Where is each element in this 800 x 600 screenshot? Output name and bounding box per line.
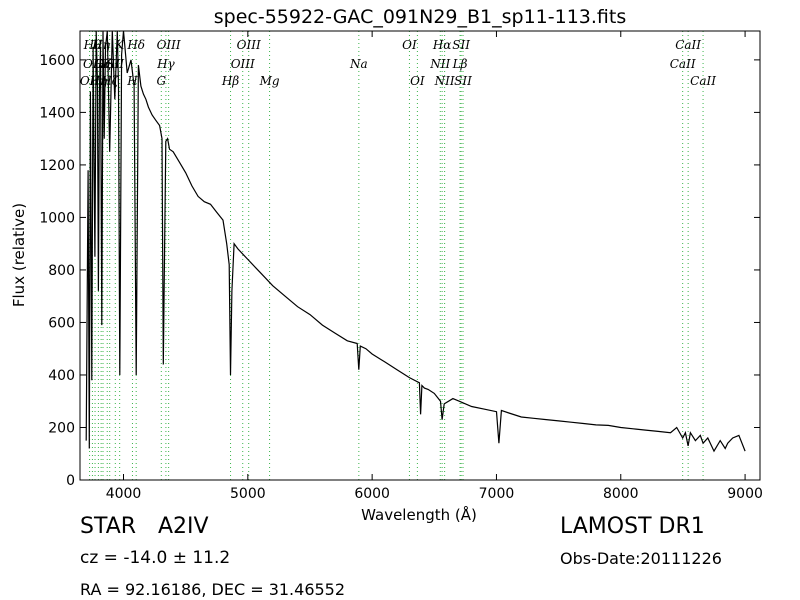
x-tick-label-3: 7000 <box>479 486 515 502</box>
line-label-12: G <box>157 74 167 88</box>
line-label-23: Hα <box>432 38 452 52</box>
line-label-14: OIII <box>157 38 181 52</box>
x-tick-label-5: 9000 <box>727 486 763 502</box>
line-label-30: CaII <box>690 74 716 88</box>
y-tick-label-3: 600 <box>48 315 75 331</box>
line-label-22: NII <box>429 57 450 71</box>
axis-ticks: 4000 5000 6000 7000 8000 9000 0 200 400 600 800 100… <box>39 31 763 502</box>
y-axis-label: Flux (relative) <box>10 203 28 307</box>
line-label-28: CaII <box>670 57 696 71</box>
line-label-1: Hθ <box>83 38 102 52</box>
line-label-26: SII <box>452 38 470 52</box>
spectral-line-markers <box>89 31 704 480</box>
line-label-5: Hζ <box>94 57 113 71</box>
plot-area-frame <box>79 30 761 481</box>
observation-date: Obs-Date:20111226 <box>560 549 722 568</box>
y-tick-label-6: 1200 <box>39 158 75 174</box>
line-label-8: SII <box>106 57 124 71</box>
line-label-7: Hζ <box>100 74 119 88</box>
line-label-0: OII <box>80 74 100 88</box>
line-label-11: Hδ <box>126 38 145 52</box>
line-label-20: OI <box>402 38 417 52</box>
x-tick-label-1: 5000 <box>230 486 266 502</box>
line-label-27: SII <box>454 74 472 88</box>
redshift-readout: cz = -14.0 ± 11.2 <box>80 548 231 568</box>
x-tick-label-2: 6000 <box>354 486 390 502</box>
x-axis-label: Wavelength (Å) <box>361 505 477 524</box>
line-label-15: Hβ <box>221 74 239 88</box>
line-label-13: Hγ <box>156 57 175 71</box>
line-label-2: OIII <box>83 57 107 71</box>
x-tick-label-4: 8000 <box>603 486 639 502</box>
line-label-6: CaII <box>94 57 120 71</box>
y-tick-label-7: 1400 <box>39 105 75 121</box>
y-tick-label-4: 800 <box>48 263 75 279</box>
y-tick-label-1: 200 <box>48 420 75 436</box>
line-label-17: OIII <box>237 38 261 52</box>
object-class: STAR <box>80 514 137 539</box>
y-tick-label-8: 1600 <box>39 53 75 69</box>
line-label-4: Hη <box>91 38 110 52</box>
coordinates-readout: RA = 92.16186, DEC = 31.46552 <box>80 580 346 599</box>
line-label-9: K <box>114 38 125 52</box>
line-labels: OIIHθOIIIHηHηHζCaIIHζSIIKHHδGHγOIIIHβOII… <box>80 38 716 88</box>
line-label-24: NII <box>434 74 455 88</box>
x-tick-label-0: 4000 <box>106 486 142 502</box>
line-label-16: OIII <box>231 57 255 71</box>
survey-name: LAMOST DR1 <box>560 514 705 539</box>
line-label-18: Mg <box>259 74 280 88</box>
line-label-3: Hη <box>89 74 108 88</box>
spectrum-line <box>85 31 746 453</box>
y-tick-label-2: 400 <box>48 368 75 384</box>
y-tick-label-0: 0 <box>66 473 75 489</box>
y-tick-label-5: 1000 <box>39 210 75 226</box>
line-label-25: Lβ <box>452 57 468 71</box>
object-subclass: A2IV <box>158 514 209 539</box>
spectrum-series <box>85 31 746 453</box>
line-label-19: Na <box>349 57 368 71</box>
chart-title: spec-55922-GAC_091N29_B1_sp11-113.fits <box>213 6 627 28</box>
line-label-21: OI <box>410 74 425 88</box>
line-label-29: CaII <box>675 38 701 52</box>
line-label-10: H <box>126 74 138 88</box>
